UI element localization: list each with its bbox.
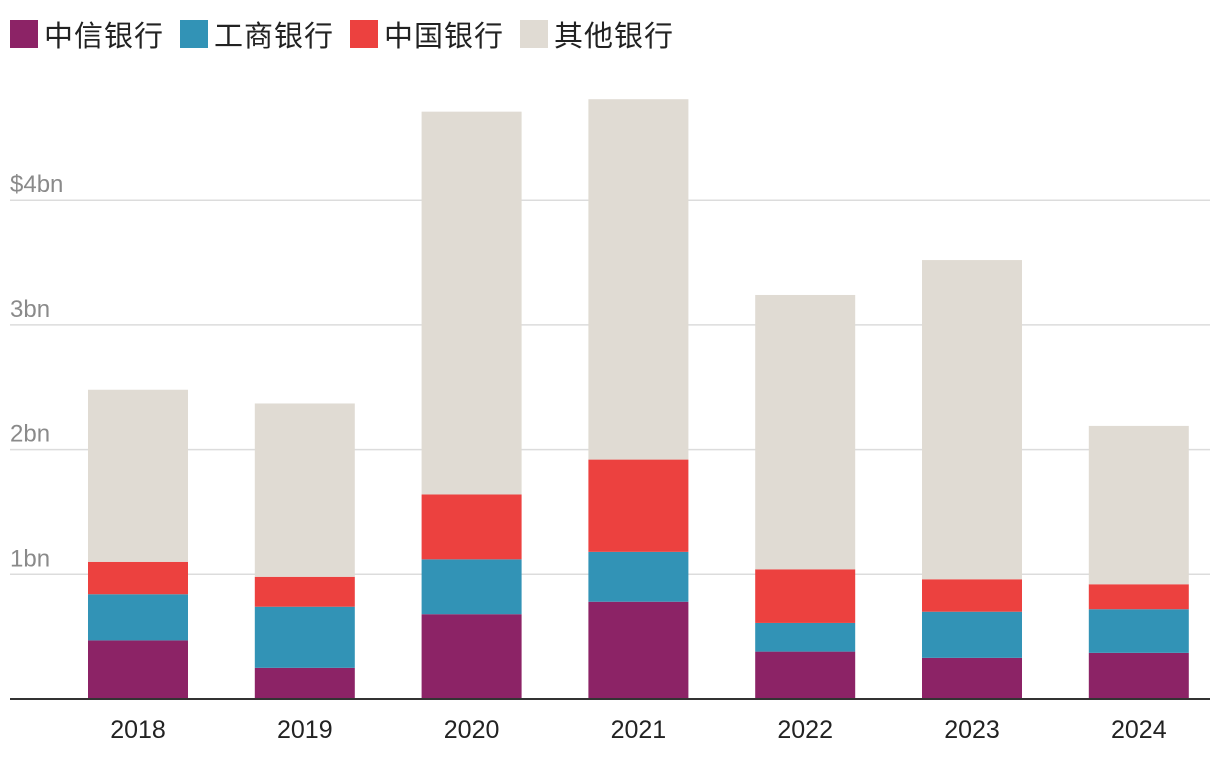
bar-segment: [254, 576, 355, 607]
y-tick-label: 1bn: [10, 545, 50, 572]
bar-segment: [1088, 652, 1189, 699]
bar-segment: [88, 561, 188, 595]
bar-segment: [421, 614, 522, 699]
bar-segment: [755, 569, 856, 623]
bar-segment: [254, 606, 355, 668]
bar-segment: [1088, 609, 1189, 653]
bar-segment: [588, 99, 689, 460]
legend: 中信银行 工商银行 中国银行 其他银行: [10, 14, 690, 54]
legend-label: 中国银行: [384, 19, 505, 53]
x-tick-label: 2021: [611, 716, 667, 744]
legend-label: 工商银行: [214, 19, 335, 53]
bar-segment: [922, 579, 1022, 612]
legend-label: 中信银行: [44, 19, 165, 53]
bar-segment: [922, 260, 1022, 580]
y-tick-label: $4bn: [10, 171, 63, 198]
bar-segment: [755, 651, 856, 699]
x-tick-label: 2024: [1111, 716, 1167, 744]
bar-segment: [588, 601, 689, 699]
bar-segment: [254, 403, 355, 577]
x-tick-label: 2018: [110, 716, 166, 744]
bar-segment: [88, 389, 188, 562]
x-tick-label: 2022: [777, 716, 833, 744]
bar-segment: [421, 559, 522, 615]
bar-segment: [755, 622, 856, 652]
legend-item: 中信银行: [10, 13, 164, 55]
bar-segment: [922, 611, 1022, 658]
legend-swatch: [10, 20, 38, 48]
bar-segment: [755, 294, 856, 570]
x-tick-label: 2023: [944, 716, 1000, 744]
legend-swatch: [180, 20, 209, 48]
y-tick-label: 2bn: [10, 421, 50, 448]
bar-segment: [421, 494, 522, 560]
bar-segment: [1088, 425, 1189, 585]
bar-segment: [1088, 584, 1189, 610]
x-tick-label: 2019: [277, 716, 333, 744]
bar-segment: [254, 667, 355, 699]
bar-segment: [588, 551, 689, 602]
bar-segment: [922, 657, 1022, 699]
legend-swatch: [520, 20, 549, 48]
legend-item: 工商银行: [180, 13, 334, 55]
x-tick-label: 2020: [444, 716, 500, 744]
legend-item: 中国银行: [350, 13, 504, 55]
legend-swatch: [350, 20, 379, 48]
bar-segment: [588, 459, 689, 552]
bar-segment: [421, 111, 522, 495]
bar-segment: [88, 594, 188, 641]
y-tick-label: 3bn: [10, 296, 50, 323]
bar-segment: [88, 640, 188, 699]
legend-item: 其他银行: [520, 13, 674, 55]
legend-label: 其他银行: [554, 19, 675, 53]
